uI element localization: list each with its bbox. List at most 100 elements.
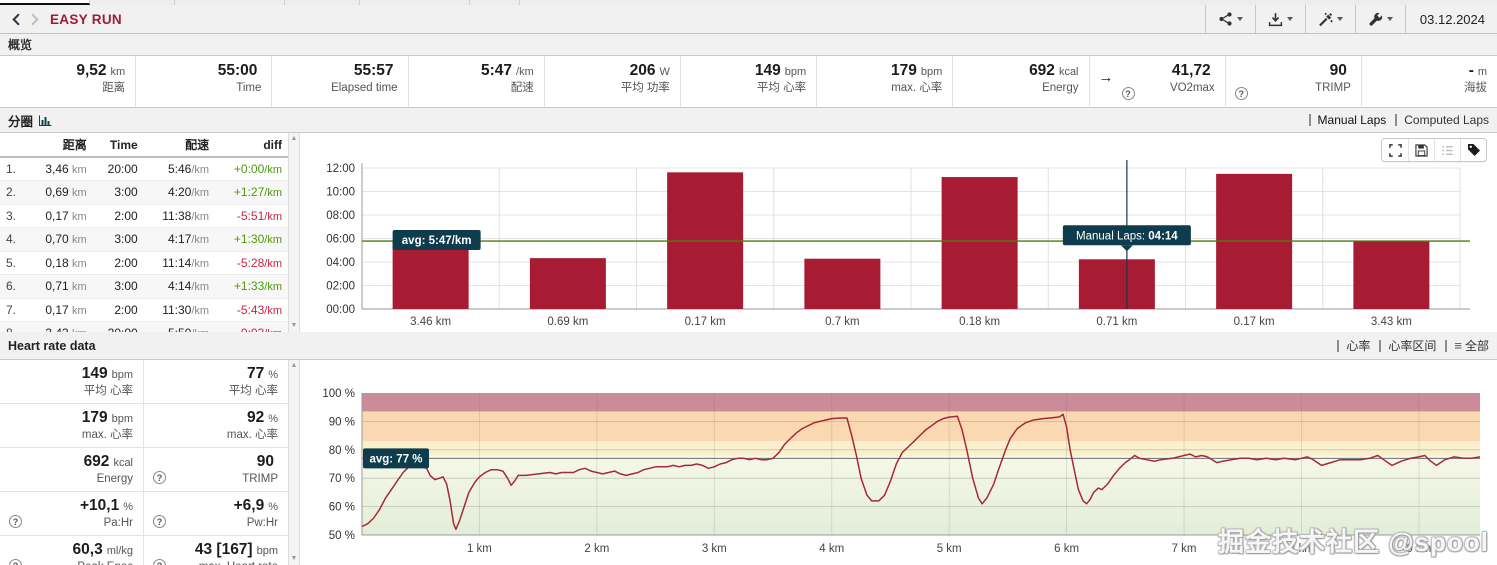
magic-wand-icon xyxy=(1319,12,1333,26)
svg-text:06:00: 06:00 xyxy=(326,234,355,246)
svg-text:4 km: 4 km xyxy=(819,543,844,555)
help-icon[interactable]: ? xyxy=(1234,87,1248,100)
share-icon xyxy=(1219,12,1232,26)
heart-rate-body: 149 bpm 平均 心率 77% 平均 心率 179 bpm max. 心率 92… xyxy=(0,359,1497,565)
svg-text:0.71 km: 0.71 km xyxy=(1096,316,1137,328)
svg-text:60 %: 60 % xyxy=(329,502,355,514)
scroll-up-icon[interactable]: ▲ xyxy=(290,135,298,142)
stat-energy: 692 kcal Energy xyxy=(953,56,1090,107)
col-diff[interactable]: diff xyxy=(215,133,288,158)
svg-text:08:00: 08:00 xyxy=(326,210,355,222)
hr-stat-avg-pct: 77% 平均 心率 xyxy=(144,360,288,404)
trend-steady-icon: → xyxy=(1098,69,1114,86)
browser-tab-active[interactable] xyxy=(0,0,90,5)
lap-row[interactable]: 7. 0,17 km 2:00 11:30/km -5:43/km xyxy=(0,298,288,322)
tools-button[interactable] xyxy=(1304,5,1355,33)
lap-row[interactable]: 5. 0,18 km 2:00 11:14/km -5:28/km xyxy=(0,251,288,275)
svg-text:90 %: 90 % xyxy=(329,416,355,428)
help-icon[interactable]: ? xyxy=(153,559,166,565)
heart-rate-section-title: Heart rate data xyxy=(8,338,96,353)
tag-icon xyxy=(1467,144,1480,156)
lap-row[interactable]: 4. 0,70 km 3:00 4:17/km +1:30/km xyxy=(0,227,288,252)
export-button[interactable] xyxy=(1254,5,1305,33)
caret-down-icon xyxy=(1336,17,1343,21)
tags-button[interactable] xyxy=(1460,139,1486,161)
chart-list-button[interactable] xyxy=(1434,139,1460,161)
hr-stat-pwhr: ? +6,9% Pw:Hr xyxy=(144,492,288,536)
lap-row[interactable]: 3. 0,17 km 2:00 11:38/km -5:51/km xyxy=(0,204,288,228)
svg-text:8 km: 8 km xyxy=(1289,543,1314,555)
tab-manual-laps[interactable]: Manual Laps xyxy=(1317,113,1387,127)
next-activity-button[interactable] xyxy=(26,11,42,27)
save-chart-button[interactable] xyxy=(1408,139,1434,161)
browser-tab[interactable] xyxy=(470,0,520,5)
svg-text:70 %: 70 % xyxy=(329,473,355,485)
tab-heart-rate[interactable]: 心率 xyxy=(1346,339,1371,353)
settings-button[interactable] xyxy=(1354,5,1405,33)
save-icon xyxy=(1415,143,1428,157)
svg-text:50 %: 50 % xyxy=(329,530,355,542)
stat-vo2max: → ? 41,72 VO2max xyxy=(1090,56,1226,107)
svg-text:5 km: 5 km xyxy=(937,543,962,555)
fullscreen-icon xyxy=(1388,143,1402,157)
tab-hr-zones[interactable]: 心率区间 xyxy=(1388,339,1437,353)
help-icon[interactable]: ? xyxy=(153,515,166,528)
laps-table-header-row: 距离 Time 配速 diff xyxy=(0,133,288,158)
help-icon[interactable]: ? xyxy=(1121,87,1135,100)
lap-row[interactable]: 1. 3,46 km 20:00 5:46/km +0:00/km xyxy=(0,157,288,181)
lap-row[interactable]: 8. 3,43 km 20:00 5:50/km -0:03/km xyxy=(0,321,288,332)
tab-divider xyxy=(1395,114,1398,126)
stat-time: 55:00 Time xyxy=(136,56,273,107)
browser-tab[interactable] xyxy=(285,0,360,5)
help-icon[interactable]: ? xyxy=(153,471,166,484)
prev-activity-button[interactable] xyxy=(8,11,24,27)
hr-stat-max-heart-rate: ? 43 [167]bpm max. Heart rate xyxy=(144,536,288,565)
browser-tab[interactable] xyxy=(175,0,285,5)
laps-table: 距离 Time 配速 diff 1. 3,46 km 20:00 5:46/km… xyxy=(0,133,288,332)
stat-pace: 5:47/km 配速 xyxy=(409,56,545,107)
browser-tab[interactable] xyxy=(360,0,470,5)
svg-text:9 km: 9 km xyxy=(1406,543,1431,555)
browser-tab[interactable] xyxy=(90,0,175,5)
hr-stats-scrollbar[interactable]: ▲ ▼ xyxy=(288,360,300,565)
lap-row[interactable]: 2. 0,69 km 3:00 4:20/km +1:27/km xyxy=(0,180,288,205)
svg-text:1 km: 1 km xyxy=(467,543,492,555)
laps-pace-chart-svg: 00:00 02:00 04:00 06:00 08:00 10:00 12:00 3.46 … xyxy=(326,160,1470,328)
col-pace[interactable]: 配速 xyxy=(143,133,216,158)
heart-rate-chart[interactable]: 50 % 60 % 70 % 80 % 90 % 100 % 1 km 2 km 3 km 4 k… xyxy=(300,360,1497,565)
help-icon[interactable]: ? xyxy=(9,559,22,565)
laps-table-scrollbar[interactable]: ▲ ▼ xyxy=(288,133,300,332)
col-time[interactable]: Time xyxy=(92,133,144,158)
stat-distance: 9,52 km 距离 xyxy=(0,56,137,107)
chevron-left-icon xyxy=(11,13,19,25)
stat-avg-power: 206 W 平均 功率 xyxy=(545,56,681,107)
svg-text:3 km: 3 km xyxy=(702,543,727,555)
lap-row[interactable]: 6. 0,71 km 3:00 4:14/km +1:33/km xyxy=(0,274,288,299)
svg-text:2 km: 2 km xyxy=(584,543,609,555)
svg-text:0.18 km: 0.18 km xyxy=(959,316,1000,328)
laps-section-title: 分圈 xyxy=(8,114,34,129)
scroll-up-icon[interactable]: ▲ xyxy=(290,362,298,369)
tab-computed-laps[interactable]: Computed Laps xyxy=(1404,113,1489,127)
browser-tab-strip xyxy=(0,0,1497,5)
chevron-right-icon xyxy=(31,13,39,25)
svg-text:Manual Laps: 04:14: Manual Laps: 04:14 xyxy=(1076,230,1178,242)
help-icon[interactable]: ? xyxy=(9,515,22,528)
stat-elevation: -m 海拔 xyxy=(1464,62,1488,94)
svg-text:12:00: 12:00 xyxy=(326,163,355,175)
stat-avg-hr: 149 bpm 平均 心率 xyxy=(681,56,818,107)
fullscreen-button[interactable] xyxy=(1382,139,1408,161)
svg-text:100 %: 100 % xyxy=(322,388,355,400)
tab-divider xyxy=(1308,114,1311,126)
laps-pace-chart[interactable]: 00:00 02:00 04:00 06:00 08:00 10:00 12:00 3.46 … xyxy=(300,133,1497,332)
share-button[interactable] xyxy=(1204,5,1255,33)
tab-all[interactable]: 全部 xyxy=(1464,339,1489,353)
stat-max-hr: 179 bpm max. 心率 xyxy=(817,56,954,107)
scroll-down-icon[interactable]: ▼ xyxy=(290,555,298,562)
svg-text:00:00: 00:00 xyxy=(326,304,355,316)
activity-date[interactable]: 03.12.2024 xyxy=(1404,5,1497,33)
scroll-down-icon[interactable]: ▼ xyxy=(290,322,298,329)
svg-text:04:00: 04:00 xyxy=(326,257,355,269)
caret-down-icon xyxy=(1286,17,1293,21)
col-distance[interactable]: 距离 xyxy=(28,133,93,158)
